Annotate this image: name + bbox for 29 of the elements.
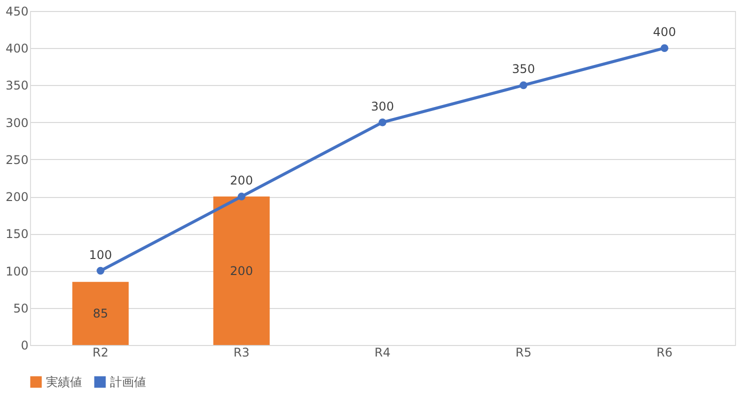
x-tick-label: R3 [234,346,250,360]
y-tick-label: 450 [6,4,28,18]
x-tick-label: R4 [374,346,390,360]
data-label: 400 [653,25,676,40]
x-tick-label: R6 [656,346,672,360]
data-label: 200 [230,264,253,278]
y-tick-label: 300 [6,116,28,130]
point [660,44,668,52]
legend-label: 実績値 [46,375,82,389]
y-tick-label: 200 [6,190,28,204]
y-tick-label: 400 [6,42,28,56]
point [378,118,386,126]
y-tick-label: 50 [13,301,28,316]
x-tick-label: R5 [516,346,532,360]
y-tick-label: 150 [6,227,28,242]
data-label: 350 [512,62,535,76]
data-label: 300 [371,99,394,114]
legend-label: 計画値 [110,375,146,389]
y-tick-label: 100 [6,264,28,278]
point [520,81,528,90]
x-tick-label: R2 [92,346,108,360]
y-tick-label: 0 [20,338,28,352]
data-label: 200 [230,174,253,188]
data-label: 100 [89,248,112,262]
y-tick-label: 350 [6,78,28,93]
point [96,266,104,275]
point [238,192,246,200]
y-tick-label: 250 [6,152,28,167]
data-label: 85 [92,306,108,320]
